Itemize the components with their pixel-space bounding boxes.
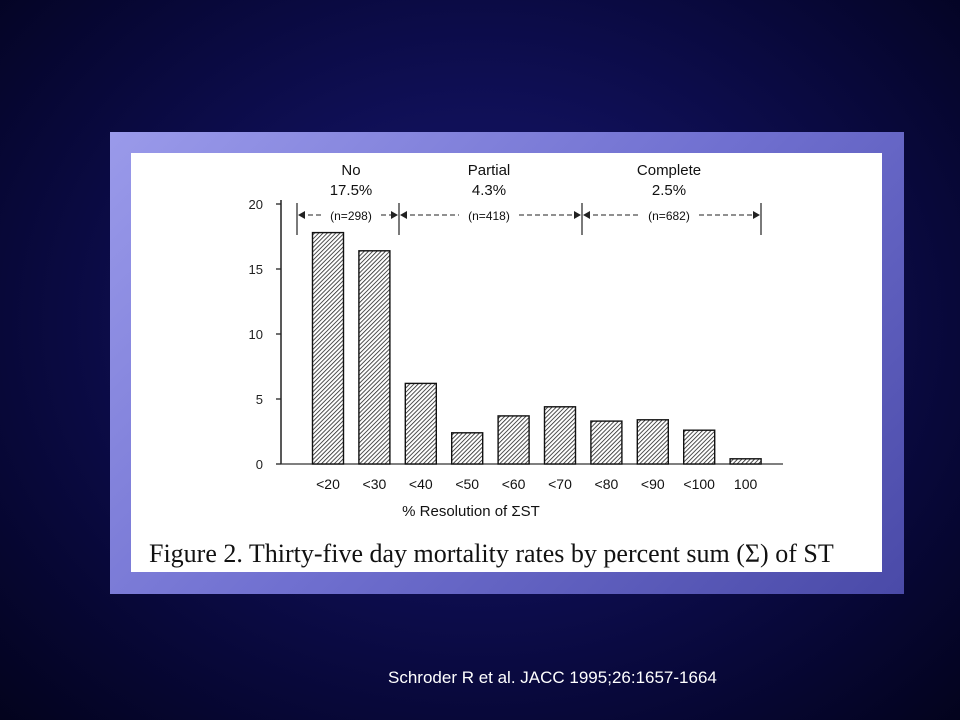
y-tick-label: 15 bbox=[249, 262, 263, 277]
bar bbox=[311, 231, 345, 465]
bar bbox=[451, 432, 484, 465]
bar bbox=[729, 458, 762, 465]
group-n: (n=298) bbox=[330, 209, 372, 223]
arrowhead-right bbox=[574, 211, 581, 219]
x-tick-label: <80 bbox=[595, 476, 619, 492]
group-rate: 17.5% bbox=[330, 182, 373, 199]
bar bbox=[404, 382, 437, 465]
bar bbox=[543, 406, 577, 465]
x-tick-label: <20 bbox=[316, 476, 340, 492]
x-tick-label: <30 bbox=[363, 476, 387, 492]
bar bbox=[636, 419, 669, 465]
figure-panel: 0 5 10 15 20 <20 <30 <40 <50 <60 <70 <80 <90 <100 100 … bbox=[131, 153, 882, 572]
x-tick-label: <100 bbox=[683, 476, 715, 492]
group-rate: 4.3% bbox=[472, 182, 506, 199]
x-tick-label: <70 bbox=[548, 476, 572, 492]
bar bbox=[683, 429, 716, 465]
bar bbox=[497, 415, 530, 465]
arrowhead-left bbox=[583, 211, 590, 219]
bars bbox=[311, 231, 762, 465]
y-tick-label: 5 bbox=[256, 392, 263, 407]
group-annotations: No 17.5% (n=298) Partial 4.3% (n=418) Complete… bbox=[296, 162, 762, 235]
group-n: (n=682) bbox=[648, 209, 690, 223]
group-name: Complete bbox=[637, 162, 701, 179]
group-n: (n=418) bbox=[468, 209, 510, 223]
bar bbox=[358, 250, 391, 465]
arrowhead-right bbox=[753, 211, 760, 219]
arrowhead-right bbox=[391, 211, 398, 219]
citation-text: Schroder R et al. JACC 1995;26:1657-1664 bbox=[388, 668, 717, 687]
x-tick-label: <90 bbox=[641, 476, 665, 492]
y-tick-label: 20 bbox=[249, 197, 263, 212]
arrowhead-left bbox=[400, 211, 407, 219]
x-tick-label: 100 bbox=[734, 476, 758, 492]
y-tick-label: 10 bbox=[249, 327, 263, 342]
group-rate: 2.5% bbox=[652, 182, 686, 199]
y-tick-label: 0 bbox=[256, 457, 263, 472]
x-tick-label: <40 bbox=[409, 476, 433, 492]
bar bbox=[590, 420, 623, 465]
labels: 0 5 10 15 20 <20 <30 <40 <50 <60 <70 <80 <90 <100 100 bbox=[249, 197, 758, 492]
group-name: Partial bbox=[468, 162, 511, 179]
arrowhead-left bbox=[298, 211, 305, 219]
figure-caption: Figure 2. Thirty-five day mortality rate… bbox=[149, 539, 834, 568]
x-axis-label: % Resolution of ΣST bbox=[402, 503, 540, 520]
x-tick-label: <60 bbox=[502, 476, 526, 492]
group-name: No bbox=[341, 162, 360, 179]
x-tick-label: <50 bbox=[455, 476, 479, 492]
